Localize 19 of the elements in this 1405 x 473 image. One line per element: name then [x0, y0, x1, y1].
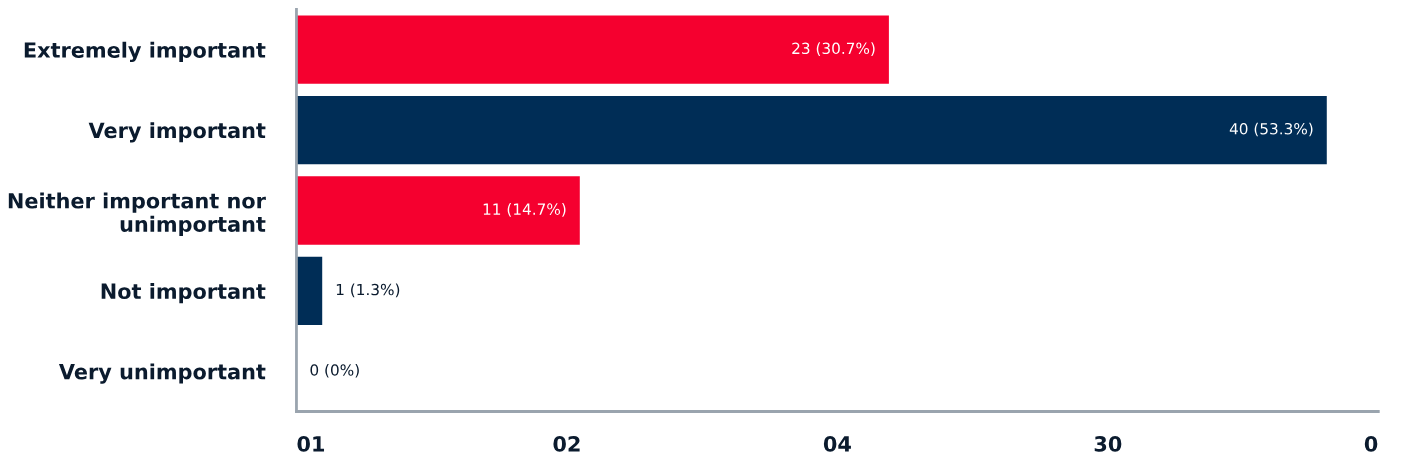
data-label: 40 (53.3%)	[1229, 122, 1313, 137]
y-tick-label: Very important	[88, 122, 266, 143]
y-tick-label: Extremely important	[24, 41, 266, 63]
bar	[296, 15, 889, 84]
data-label: 11 (14.7%)	[483, 203, 566, 217]
data-label: 0 (0%)	[310, 363, 359, 378]
text: 01	[297, 436, 325, 452]
bar	[296, 95, 1327, 165]
data-label: 1 (1.3%)	[336, 283, 400, 298]
y-tick-label: Neither important nor unimportant	[8, 192, 266, 236]
text: 0	[1364, 436, 1378, 452]
text: 04	[823, 436, 851, 452]
text: 30	[1094, 436, 1122, 452]
text: 02	[553, 436, 580, 452]
bar	[296, 176, 580, 245]
y-tick-label: Very unimportant	[58, 363, 266, 384]
bar	[296, 256, 323, 326]
data-label: 23 (30.7%)	[792, 42, 875, 56]
y-tick-label: Not important	[101, 282, 266, 304]
